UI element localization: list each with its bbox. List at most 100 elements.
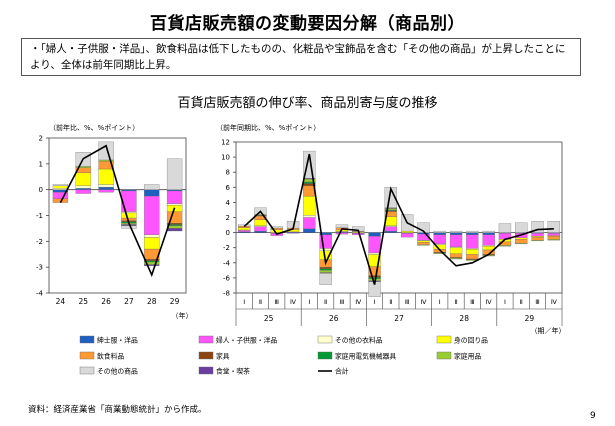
- summary-box: ・「婦人・子供服・洋品」、飲食料品は低下したものの、化粧品や宝飾品を含む「その他…: [21, 38, 581, 76]
- legend-swatch-mens: [79, 335, 95, 344]
- left-xtick-label: 25: [78, 297, 88, 306]
- left-bar-dining: [166, 228, 183, 232]
- legend-swatch-furniture: [198, 351, 214, 360]
- right-quarter-label: Ⅰ: [308, 298, 310, 306]
- right-bar-womens: [433, 234, 446, 245]
- left-ytick-label: -4: [36, 290, 44, 298]
- right-bar-other_goods: [498, 223, 512, 233]
- left-xtick-label: 26: [101, 297, 111, 306]
- right-bar-food: [515, 239, 528, 244]
- right-bar-womens: [254, 226, 267, 232]
- right-bar-appliances: [368, 276, 381, 279]
- right-bar-appliances: [319, 268, 332, 271]
- right-bar-mens: [466, 232, 479, 236]
- right-bar-mens: [254, 230, 267, 233]
- right-bar-other_goods: [466, 230, 479, 233]
- right-bar-household: [449, 258, 463, 260]
- left-xtick-label: 29: [170, 297, 180, 306]
- right-bar-other_goods: [335, 224, 349, 228]
- right-bar-womens: [449, 234, 463, 248]
- left-bar-womens: [98, 189, 114, 193]
- left-bar-mens: [75, 188, 91, 190]
- left-x-unit: （年）: [172, 311, 193, 320]
- right-bar-other_goods: [433, 230, 446, 233]
- right-ytick-label: -6: [223, 274, 231, 282]
- right-bar-household: [498, 245, 512, 247]
- left-ytick-label: 1: [39, 160, 43, 168]
- left-axis-note: （前年比、%、%ポイント）: [49, 123, 139, 132]
- right-bar-household: [417, 244, 430, 246]
- page-number: 9: [590, 411, 596, 421]
- legend-swatch-food: [79, 351, 95, 360]
- legend-label-other_goods: その他の商品: [97, 367, 138, 376]
- right-ytick-label: 2: [226, 214, 230, 222]
- right-quarter-label: Ⅰ: [243, 298, 245, 306]
- left-bar-mens: [144, 189, 160, 197]
- right-quarter-label: Ⅱ: [389, 298, 392, 306]
- right-bar-personal: [417, 240, 430, 243]
- left-bar-other_goods: [144, 184, 160, 190]
- right-bar-furniture: [319, 267, 332, 269]
- right-total-line: [243, 153, 554, 285]
- right-quarter-label: Ⅲ: [535, 298, 539, 306]
- legend-label-other_clothing: その他の衣料品: [335, 336, 383, 345]
- legend-label-furniture: 家具: [216, 352, 230, 361]
- legend-swatch-household: [436, 351, 452, 360]
- right-bar-mens: [482, 232, 495, 236]
- right-ytick-label: 10: [221, 154, 230, 162]
- right-quarter-label: Ⅱ: [454, 298, 457, 306]
- right-bar-womens: [368, 236, 381, 254]
- left-bar-other_clothing: [52, 188, 69, 190]
- legend-swatch-personal: [436, 335, 452, 344]
- right-bar-mens: [433, 232, 446, 236]
- right-bar-womens: [482, 234, 495, 246]
- left-bar-dining: [144, 264, 160, 267]
- legend-label-household: 家庭用品: [454, 352, 481, 361]
- left-bar-personal: [98, 168, 114, 185]
- left-bar-personal: [144, 237, 160, 250]
- right-bar-mens: [417, 232, 430, 235]
- left-ytick-label: 0: [39, 186, 43, 194]
- legend-label-mens: 紳士服・洋品: [97, 336, 138, 345]
- right-bar-other_clothing: [319, 248, 332, 251]
- right-bar-womens: [352, 233, 365, 236]
- right-ytick-label: -8: [223, 290, 230, 298]
- legend-label-total: 合計: [335, 367, 349, 376]
- left-bar-other_clothing: [121, 211, 137, 214]
- right-year-label: 25: [264, 314, 274, 323]
- right-bar-personal: [515, 237, 528, 240]
- right-quarter-label: Ⅱ: [324, 298, 327, 306]
- right-quarter-label: Ⅳ: [420, 298, 426, 306]
- left-bar-womens: [166, 190, 183, 205]
- right-quarter-label: Ⅳ: [551, 298, 557, 306]
- left-bar-food: [121, 217, 137, 221]
- right-bar-mens: [368, 232, 381, 237]
- right-ytick-label: 4: [226, 199, 231, 207]
- left-bar-womens: [144, 195, 160, 236]
- left-xtick-label: 24: [56, 297, 66, 306]
- right-plot-frame: [235, 141, 563, 294]
- right-quarter-label: Ⅲ: [470, 298, 474, 306]
- right-bar-womens: [303, 217, 316, 229]
- right-bar-food: [417, 242, 430, 245]
- left-bar-other_clothing: [75, 185, 91, 189]
- left-xtick-label: 27: [124, 297, 134, 306]
- right-bar-womens: [384, 226, 398, 232]
- right-quarter-label: Ⅲ: [275, 298, 279, 306]
- right-ytick-label: 8: [226, 169, 230, 177]
- legend-swatch-other_goods: [79, 366, 95, 375]
- left-bar-personal: [121, 212, 137, 219]
- right-quarter-label: Ⅳ: [486, 298, 492, 306]
- left-ytick-label: 2: [39, 135, 43, 143]
- right-bar-food: [466, 254, 479, 260]
- right-axis-note: （前年同期比、%、%ポイント）: [216, 123, 320, 132]
- left-bar-other_goods: [98, 141, 114, 161]
- right-bar-other_goods: [270, 226, 283, 229]
- right-bar-other_goods: [482, 230, 495, 233]
- right-bar-other_goods: [531, 221, 544, 233]
- right-bar-other_goods: [515, 222, 528, 233]
- right-quarter-label: Ⅳ: [355, 298, 361, 306]
- right-bar-other_clothing: [303, 215, 316, 218]
- page-title: 百貨店販売額の変動要因分解（商品別）: [150, 14, 465, 34]
